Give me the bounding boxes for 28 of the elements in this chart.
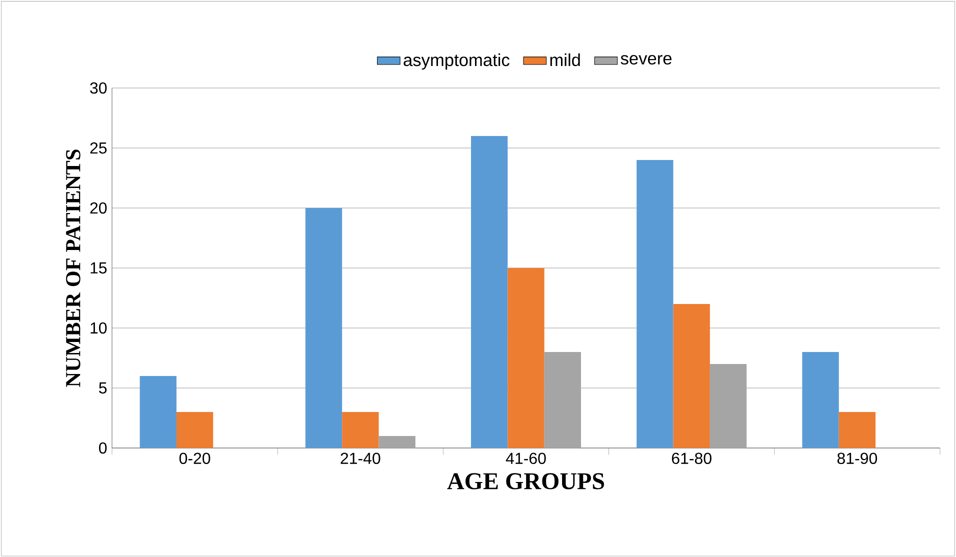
- bar: [802, 352, 839, 448]
- y-tick-label: 20: [90, 202, 107, 214]
- x-tick-label: 81-90: [837, 452, 878, 464]
- bar: [636, 160, 674, 448]
- y-tick-label: 25: [90, 142, 107, 154]
- y-tick-label: 10: [90, 322, 107, 334]
- x-axis-title: AGE GROUPS: [447, 473, 604, 490]
- legend-label: mild: [550, 53, 580, 66]
- y-tick-label: 5: [99, 382, 107, 394]
- bar: [342, 412, 379, 448]
- y-axis-title: NUMBER OF PATIENTS: [66, 149, 80, 387]
- bar: [176, 412, 214, 448]
- bar: [378, 436, 416, 448]
- bar: [673, 304, 710, 448]
- legend-label: severe: [620, 54, 672, 64]
- y-tick-label: 15: [90, 262, 107, 274]
- y-tick-label: 30: [90, 82, 107, 94]
- x-tick-label: 0-20: [179, 452, 210, 464]
- bar: [471, 136, 508, 448]
- x-tick-label: 41-60: [506, 452, 546, 464]
- bar: [305, 208, 342, 448]
- bar: [508, 268, 544, 448]
- x-tick-label: 21-40: [340, 452, 380, 464]
- y-tick-label: 0: [99, 442, 107, 454]
- bar: [838, 412, 876, 448]
- bar: [140, 376, 176, 448]
- x-tick-label: 61-80: [672, 452, 712, 464]
- legend-label: asymptomatic: [404, 53, 510, 70]
